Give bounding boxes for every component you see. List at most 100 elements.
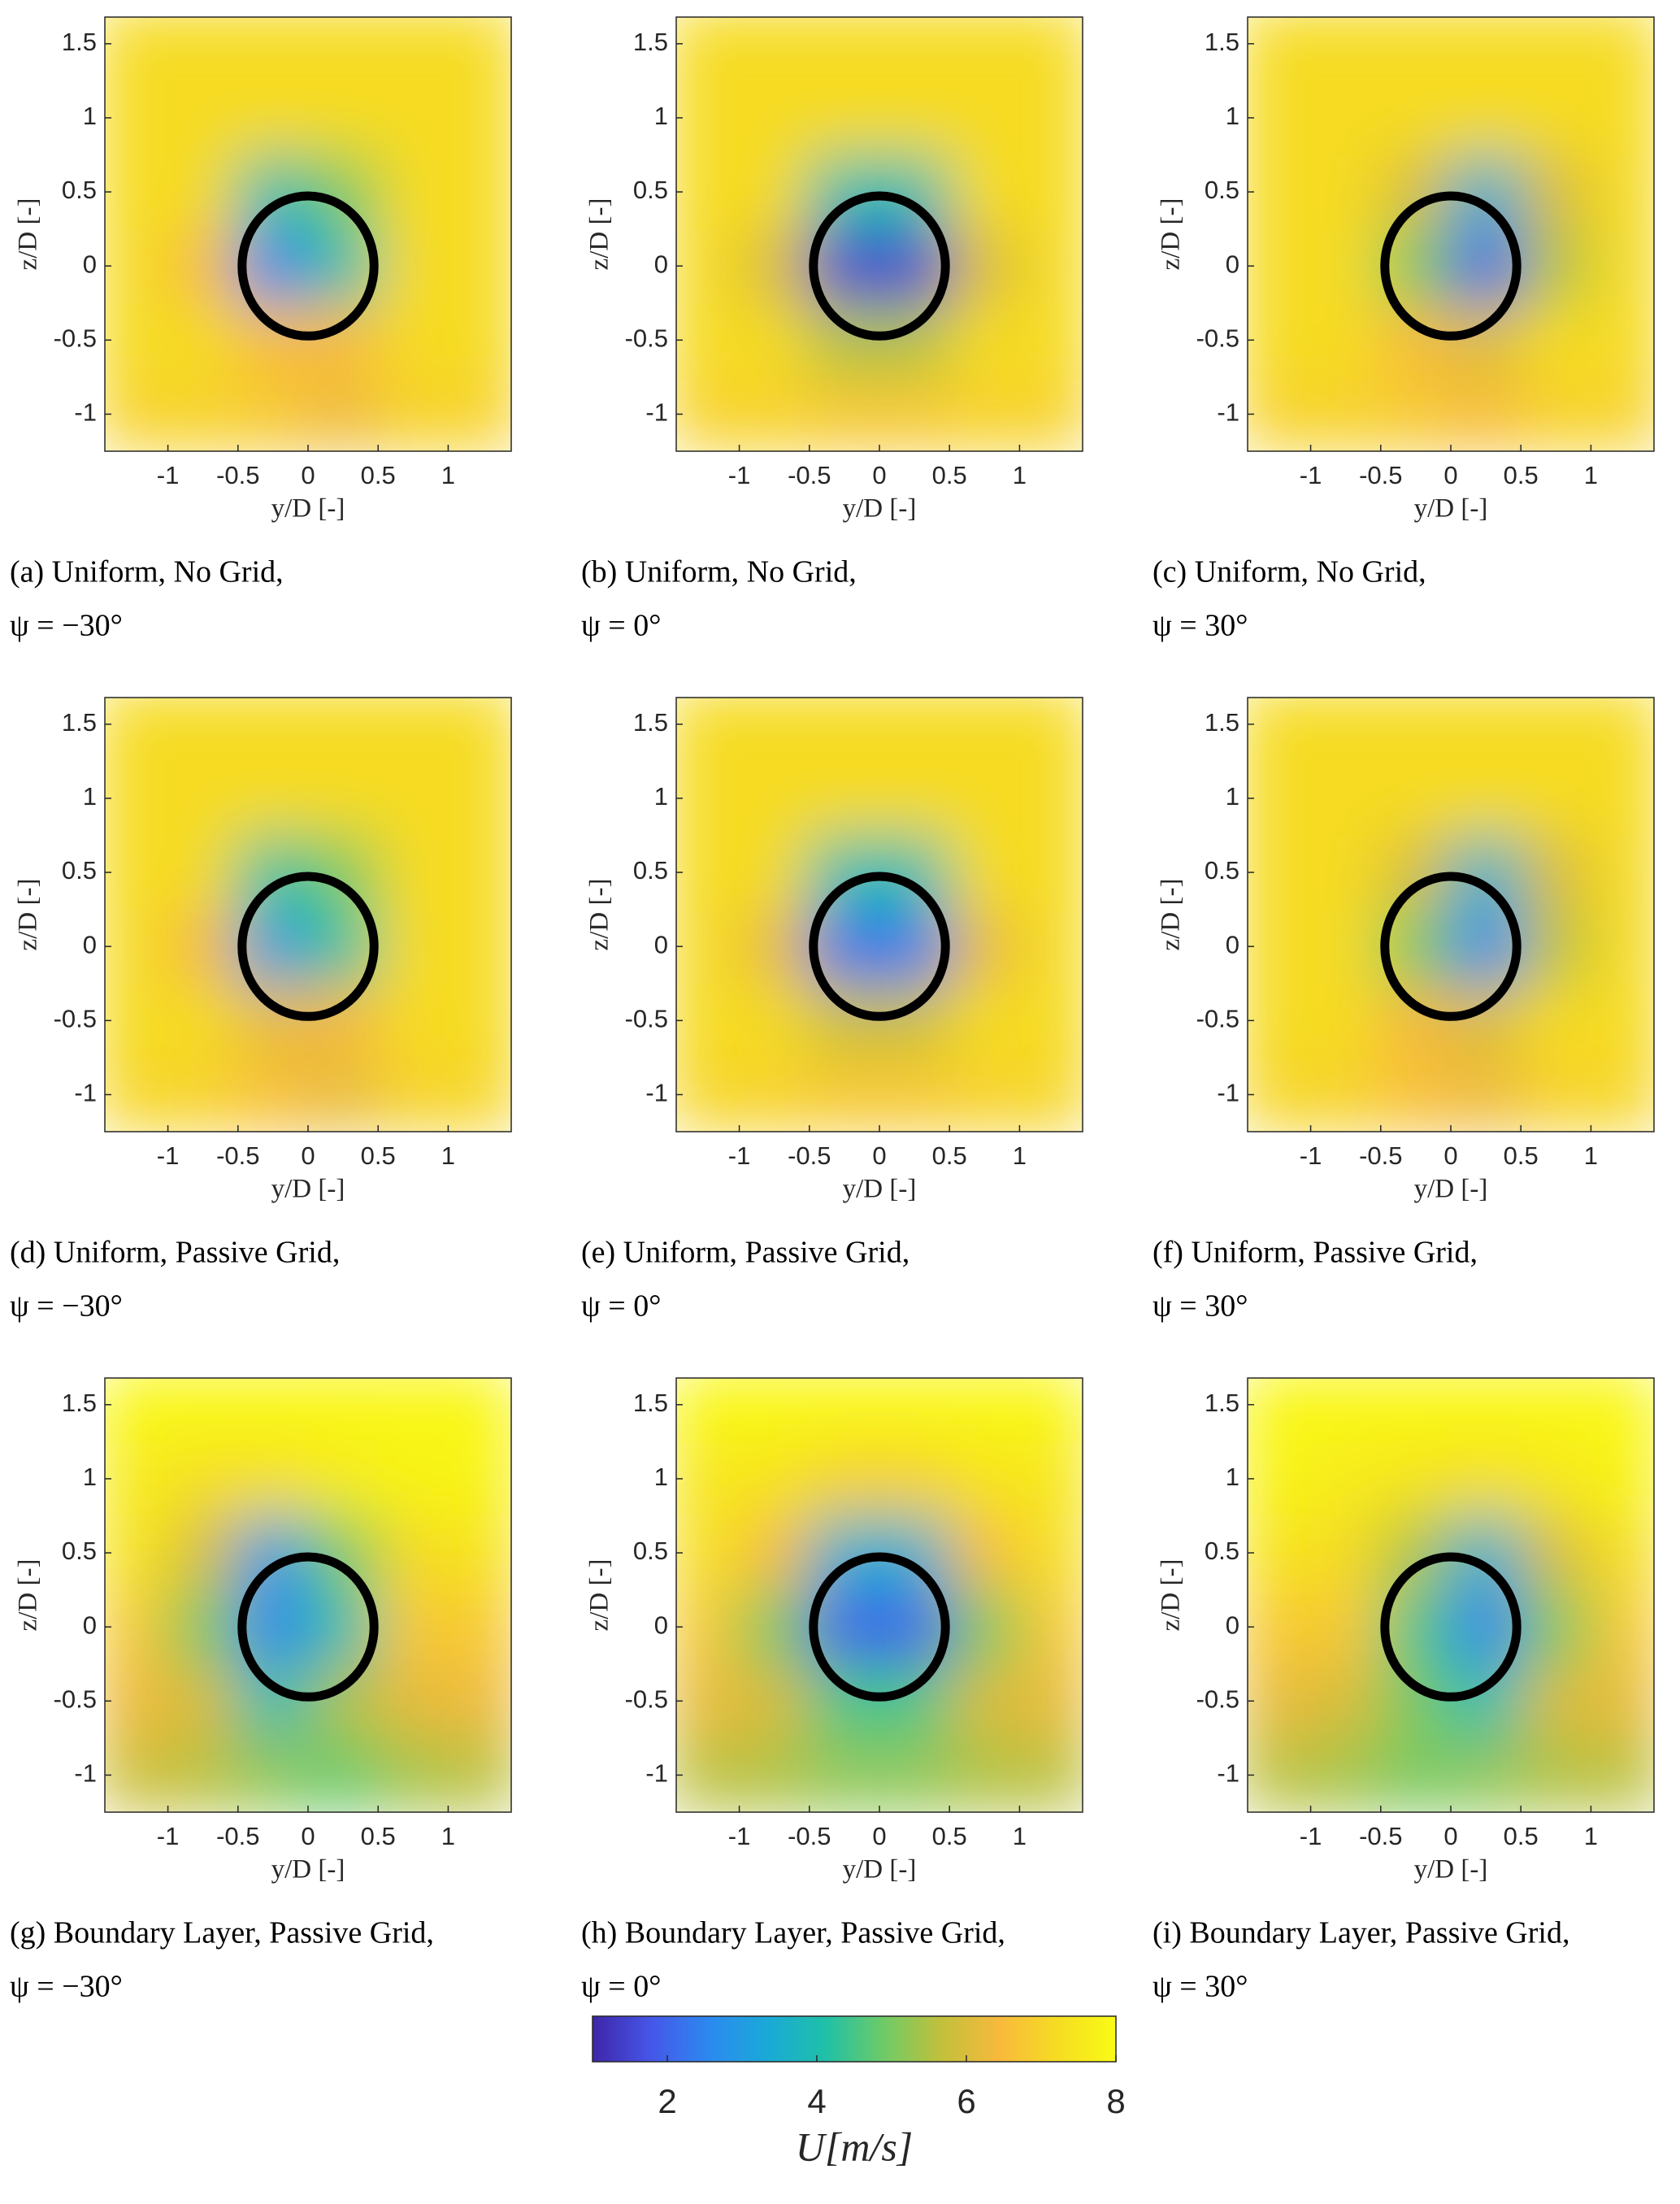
y-tick-label: 1: [83, 1463, 97, 1491]
cell: [1018, 302, 1083, 378]
cell: [1309, 80, 1382, 156]
cell: [167, 17, 239, 82]
cell: [1379, 1056, 1452, 1132]
cell: [949, 1737, 1021, 1812]
y-tick-label: 0.5: [62, 856, 97, 885]
x-tick-label: -1: [1300, 1141, 1322, 1170]
cell: [808, 1441, 880, 1517]
cell: [167, 1589, 239, 1665]
y-axis-label: z/D [-]: [585, 198, 614, 271]
cell: [879, 1056, 951, 1132]
cell: [1590, 834, 1654, 911]
cell: [949, 228, 1021, 304]
cell: [167, 154, 239, 230]
cell: [237, 302, 309, 378]
caption: (a) Uniform, No Grid,: [10, 555, 284, 589]
cell: [307, 760, 380, 837]
cell: [1379, 80, 1452, 156]
cell: [1450, 376, 1522, 451]
cell: [1309, 154, 1382, 230]
cell: [1379, 982, 1452, 1059]
plot-area: [1248, 17, 1654, 451]
x-tick-label: -1: [1300, 461, 1322, 489]
y-tick-label: 1.5: [1205, 1389, 1239, 1417]
cell: [1450, 154, 1522, 230]
y-tick-label: -0.5: [1196, 324, 1239, 352]
y-axis-label: z/D [-]: [585, 879, 614, 951]
cell: [676, 1737, 740, 1812]
cell: [1450, 80, 1522, 156]
cell: [1450, 1515, 1522, 1591]
x-tick-label: -0.5: [788, 461, 831, 489]
cell: [447, 154, 511, 230]
cell: [447, 376, 511, 451]
y-tick-label: -1: [74, 398, 97, 427]
cell: [1379, 1441, 1452, 1517]
cell: [1018, 17, 1083, 82]
cell: [949, 1378, 1021, 1443]
cell: [1520, 1515, 1592, 1591]
x-tick-label: -1: [157, 1822, 180, 1850]
x-tick-label: -0.5: [216, 1822, 259, 1850]
cell: [808, 982, 880, 1059]
cell: [808, 376, 880, 451]
cell: [105, 1056, 169, 1132]
cell: [105, 1737, 169, 1812]
cell: [447, 1663, 511, 1739]
cell: [377, 376, 449, 451]
cell: [808, 1737, 880, 1812]
cell: [676, 834, 740, 911]
y-tick-label: 1.5: [62, 708, 97, 737]
cell: [1248, 154, 1312, 230]
cell: [1018, 376, 1083, 451]
cell: [447, 228, 511, 304]
cell: [377, 80, 449, 156]
cell: [1590, 1737, 1654, 1812]
y-axis-label: z/D [-]: [14, 1559, 43, 1632]
cell: [447, 1441, 511, 1517]
x-tick-label: -0.5: [1359, 1822, 1402, 1850]
cell: [167, 908, 239, 985]
cell: [307, 80, 380, 156]
y-tick-label: 0: [1226, 930, 1239, 959]
y-tick-label: -0.5: [625, 1004, 668, 1032]
cell: [1520, 1441, 1592, 1517]
cell: [1520, 154, 1592, 230]
cell: [1379, 698, 1452, 763]
plot-area: [676, 17, 1083, 451]
cell: [105, 1378, 169, 1443]
panel: -1 -0.5 0 0.5 1 -1 -0.5 0 0.5 1 1.5 y/D [-] z/D [-] (…: [581, 697, 1083, 1324]
cell: [237, 1737, 309, 1812]
y-tick-label: 0: [83, 250, 97, 278]
x-tick-label: -0.5: [216, 1141, 259, 1170]
cell: [1379, 302, 1452, 378]
cell: [307, 1515, 380, 1591]
cell: [949, 80, 1021, 156]
caption-angle: ψ = −30°: [10, 1289, 123, 1324]
cell: [1450, 760, 1522, 837]
y-tick-label: -0.5: [625, 1685, 668, 1713]
cell: [377, 17, 449, 82]
cell: [738, 228, 810, 304]
cell: [237, 154, 309, 230]
y-tick-label: -0.5: [54, 1685, 97, 1713]
x-axis-label: y/D [-]: [1414, 494, 1488, 524]
x-tick-label: -1: [728, 1141, 751, 1170]
y-tick-label: 0: [1226, 1611, 1239, 1639]
cell: [1590, 302, 1654, 378]
cell: [808, 698, 880, 763]
cell: [1520, 1663, 1592, 1739]
cell: [1520, 376, 1592, 451]
cell: [1379, 154, 1452, 230]
cell: [1018, 1589, 1083, 1665]
caption-angle: ψ = 30°: [1153, 1289, 1248, 1324]
cell: [167, 1515, 239, 1591]
y-axis-label: z/D [-]: [585, 1559, 614, 1632]
cell: [1018, 1663, 1083, 1739]
y-tick-label: -1: [1217, 398, 1239, 427]
cell: [808, 154, 880, 230]
cell: [949, 760, 1021, 837]
cell: [1520, 228, 1592, 304]
y-tick-label: 1: [1226, 782, 1239, 811]
cell: [1450, 302, 1522, 378]
